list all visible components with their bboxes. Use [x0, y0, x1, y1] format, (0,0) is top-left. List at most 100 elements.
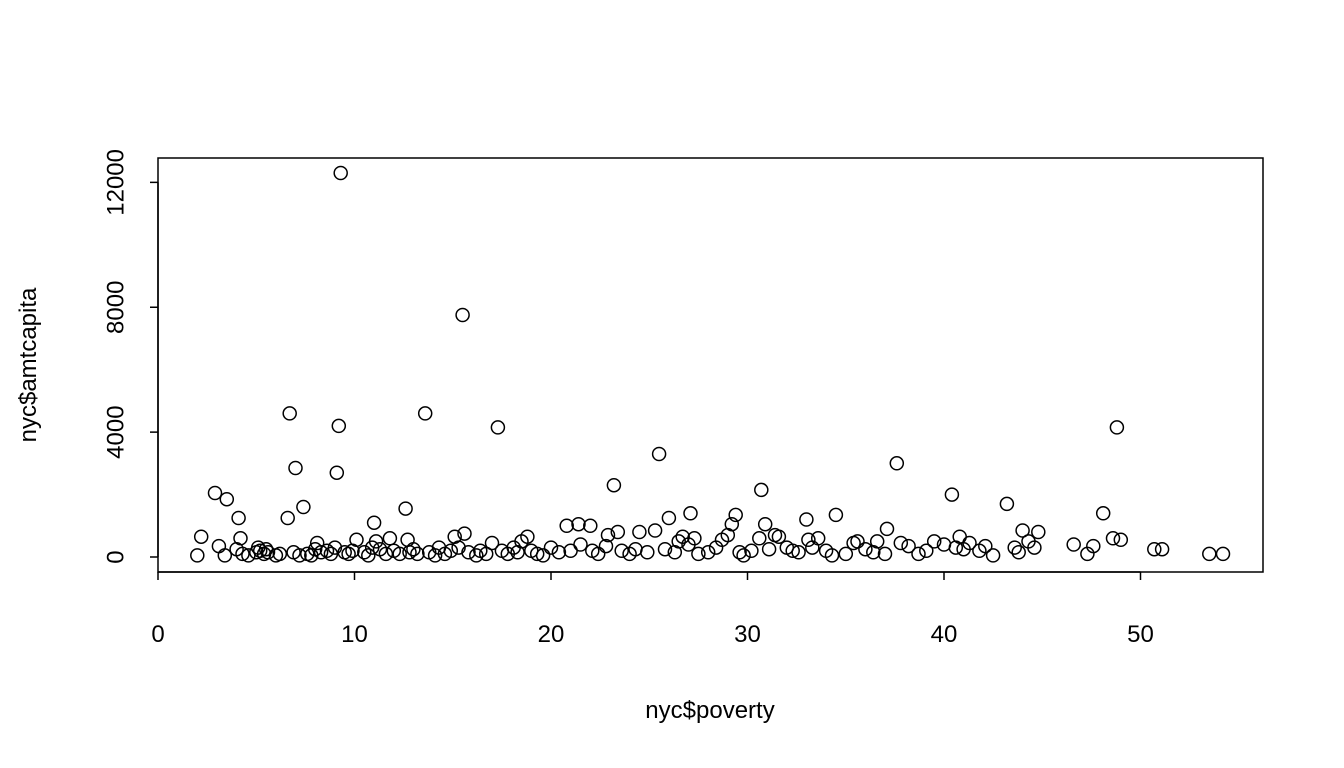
data-point [600, 527, 616, 543]
data-point [744, 543, 759, 559]
data-point [889, 456, 905, 471]
y-tick-label: 0 [103, 550, 130, 563]
data-point [563, 543, 578, 559]
data-point [319, 543, 335, 559]
data-point [985, 548, 1001, 563]
data-point [235, 546, 250, 562]
data-point [309, 535, 325, 551]
data-point [999, 496, 1015, 512]
data-point [850, 534, 865, 549]
data-point [657, 541, 673, 557]
data-point [398, 501, 413, 516]
data-point [583, 518, 598, 534]
data-point [327, 540, 343, 555]
data-point [490, 420, 506, 435]
data-point [366, 515, 382, 530]
data-point [520, 529, 535, 544]
data-point [687, 531, 702, 546]
data-point [810, 531, 826, 546]
data-point [211, 538, 227, 554]
data-point [799, 512, 814, 527]
data-point [754, 482, 769, 498]
y-tick-label: 4000 [103, 405, 130, 458]
data-point [190, 548, 205, 563]
data-point [543, 540, 559, 555]
data-point [331, 418, 347, 434]
data-point [361, 548, 376, 563]
data-point [410, 546, 425, 562]
x-tick-label: 10 [341, 621, 368, 648]
data-point [647, 523, 663, 538]
data-point [288, 460, 303, 476]
data-point [610, 524, 626, 540]
data-point [484, 535, 500, 551]
data-point [590, 546, 606, 562]
data-point [535, 548, 551, 563]
data-point [292, 548, 307, 563]
data-point [260, 545, 276, 560]
data-point [761, 541, 777, 557]
x-tick-label: 30 [734, 621, 761, 648]
data-point [193, 529, 209, 544]
data-point [785, 543, 800, 559]
data-point [952, 529, 967, 544]
data-point [341, 546, 356, 562]
data-point [1031, 524, 1046, 540]
data-point [252, 543, 268, 559]
data-point [457, 526, 472, 541]
data-point [877, 546, 893, 562]
data-point [757, 516, 773, 532]
data-point [1011, 545, 1026, 560]
data-point [752, 531, 767, 546]
data-point [329, 465, 345, 480]
data-point [791, 545, 806, 560]
data-point [529, 546, 545, 562]
data-point [282, 406, 297, 421]
data-point [893, 535, 909, 551]
data-point [551, 545, 567, 560]
data-point [357, 545, 372, 560]
data-point [349, 532, 364, 548]
data-point [217, 548, 233, 563]
data-point [559, 518, 574, 534]
data-point [858, 541, 873, 557]
data-point [427, 548, 443, 563]
data-point [392, 546, 407, 562]
data-point [1202, 546, 1217, 562]
data-point [280, 510, 295, 526]
y-axis-label: nyc$amtcapita [15, 287, 42, 442]
x-axis: 0 10 20 30 40 50 [151, 571, 1154, 648]
data-point [1113, 532, 1129, 548]
data-point [402, 545, 417, 560]
data-point [207, 485, 223, 501]
data-point [728, 507, 743, 523]
data-point [736, 548, 751, 563]
data-point [571, 516, 586, 532]
data-point [632, 524, 647, 540]
data-point [614, 543, 629, 559]
data-point [1086, 538, 1101, 554]
x-tick-label: 50 [1127, 621, 1154, 648]
data-point [1105, 531, 1121, 546]
data-point [640, 545, 655, 560]
data-point [443, 543, 459, 559]
data-point [911, 546, 926, 562]
data-point [700, 545, 716, 560]
data-point [691, 546, 706, 562]
data-point [1015, 523, 1030, 538]
x-tick-label: 0 [151, 621, 164, 648]
data-point [272, 546, 288, 562]
data-point [1154, 541, 1170, 557]
data-point [1109, 420, 1125, 435]
data-point [683, 506, 698, 521]
data-point [1027, 540, 1042, 555]
data-point [879, 521, 895, 537]
x-axis-label: nyc$poverty [645, 697, 774, 724]
data-point [478, 546, 494, 562]
data-point [1147, 541, 1162, 557]
data-point [926, 534, 942, 549]
data-point [455, 307, 470, 323]
data-point [1215, 546, 1231, 562]
data-point [732, 545, 747, 560]
